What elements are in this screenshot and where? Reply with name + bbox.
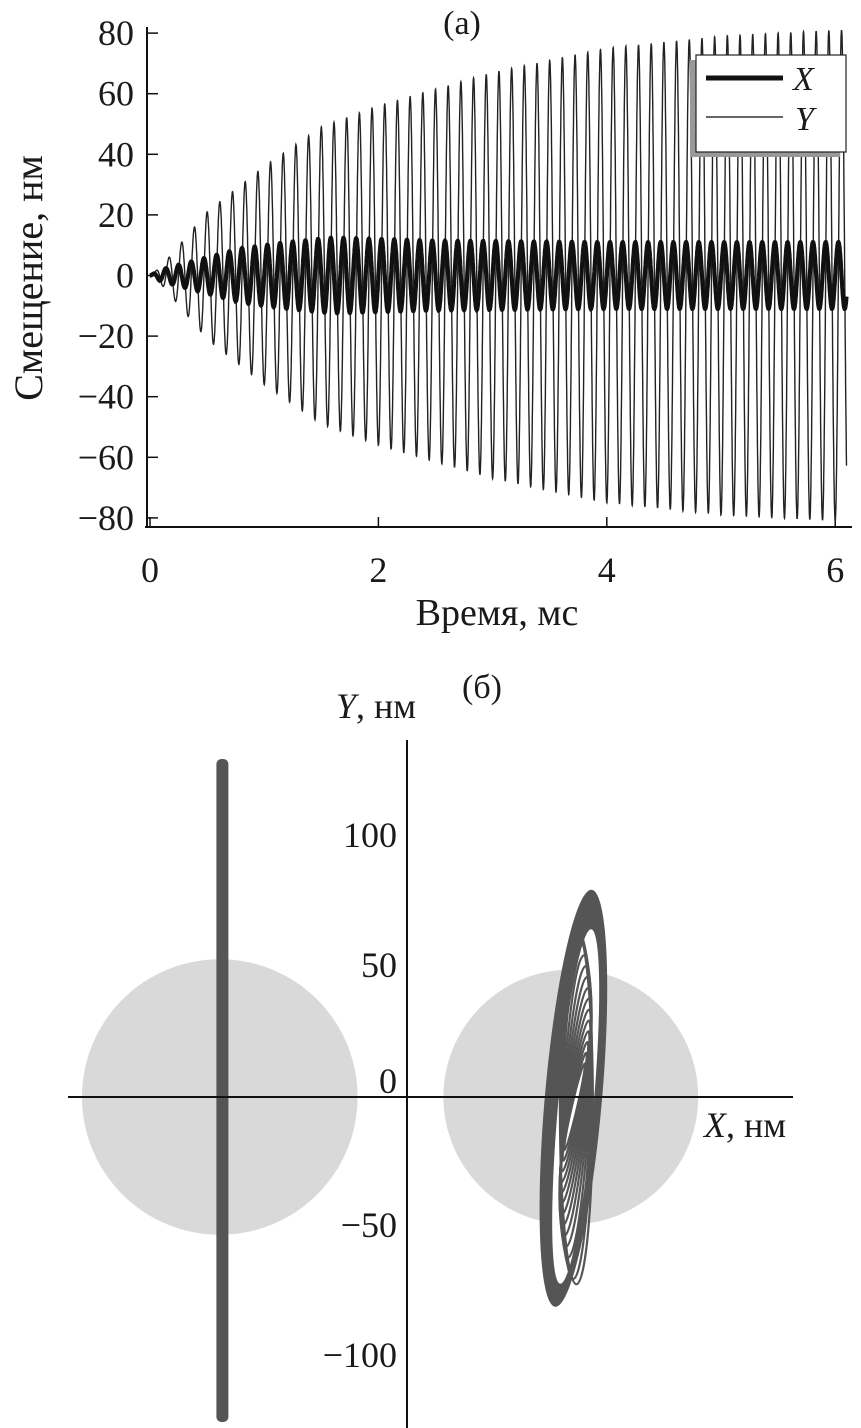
y-axis-title: Смещение, нм xyxy=(6,155,51,401)
panel-b-title: (б) xyxy=(462,669,502,706)
y-var: Y xyxy=(336,686,360,726)
y-tick-label: 40 xyxy=(98,134,134,174)
y-tick-label: −40 xyxy=(78,377,134,417)
legend-label-x: X xyxy=(791,61,815,98)
x-tick-label: 4 xyxy=(598,550,616,590)
y-unit: , нм xyxy=(356,686,416,726)
y-tick-label: −20 xyxy=(78,316,134,356)
x-unit: , нм xyxy=(726,1105,786,1145)
panel-a-title: (a) xyxy=(443,5,481,42)
y-tick-label-b: −100 xyxy=(323,1335,397,1375)
legend-label-y: Y xyxy=(795,101,817,138)
x-axis-title-b: X, нм xyxy=(702,1105,786,1145)
legend-box xyxy=(695,54,847,153)
x-axis-title: Время, мс xyxy=(416,592,579,634)
y-tick-label: 20 xyxy=(98,195,134,235)
y-tick-label: 80 xyxy=(98,13,134,53)
panel-b-plot-area: 100 50 0 −50 −100 xyxy=(68,740,793,1428)
y-tick-label-b: 0 xyxy=(379,1061,397,1101)
y-tick-label-b: −50 xyxy=(341,1205,397,1245)
y-tick-label-b: 100 xyxy=(343,815,397,855)
y-tick-label-b: 50 xyxy=(361,945,397,985)
y-tick-label: 0 xyxy=(116,256,134,296)
trajectory-loop xyxy=(558,927,594,1286)
y-axis-title-b: Y, нм xyxy=(336,686,416,726)
x-tick-label: 6 xyxy=(826,550,844,590)
x-tick-label: 0 xyxy=(141,550,159,590)
y-tick-label: −80 xyxy=(78,498,134,538)
x-tick-label: 2 xyxy=(369,550,387,590)
legend: X Y xyxy=(690,54,847,157)
y-tick-label: 60 xyxy=(98,74,134,114)
x-var: X xyxy=(702,1105,728,1145)
right-trajectory xyxy=(539,889,608,1307)
series-y-line xyxy=(149,29,848,522)
series-x-line xyxy=(149,235,849,316)
trajectory-inner xyxy=(552,929,600,1284)
y-tick-label: −60 xyxy=(78,437,134,477)
left-trajectory xyxy=(216,759,229,1422)
